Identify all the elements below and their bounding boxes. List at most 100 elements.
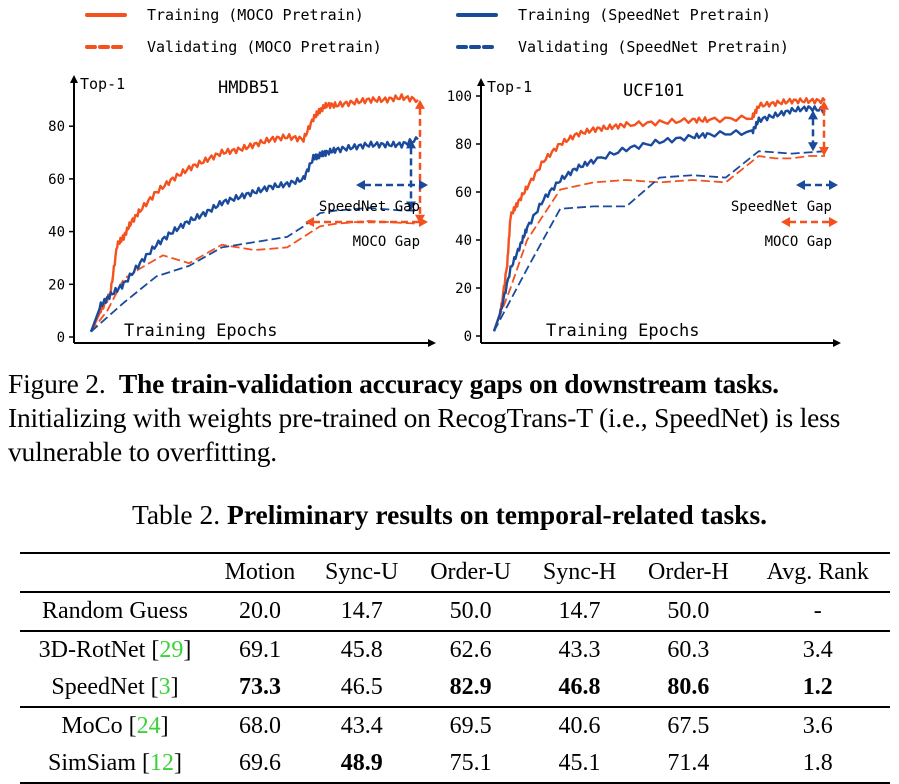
y-tick-label: 0	[464, 329, 472, 345]
y-tick-label: 20	[48, 277, 65, 293]
table-cell: 43.4	[340, 713, 383, 739]
table-cell: 60.3	[667, 637, 710, 663]
table-cell: 48.9	[340, 750, 383, 776]
legend-label: Training (MOCO Pretrain)	[147, 6, 364, 24]
legend-label: Validating (SpeedNet Pretrain)	[518, 38, 789, 56]
results-table: Motion Sync-U Order-U Sync-H Order-H Avg…	[20, 552, 890, 784]
table-cell: 14.7	[558, 598, 601, 624]
table-cell: 73.3	[238, 674, 281, 700]
arrow-head-up-icon	[808, 110, 818, 120]
table-cell: 50.0	[667, 598, 710, 624]
series-line-training-moco-pretrain	[492, 96, 826, 332]
legend-label: Training (SpeedNet Pretrain)	[518, 6, 771, 24]
y-tick-label: 80	[455, 137, 472, 153]
y-tick-label: 40	[455, 233, 472, 249]
table-cell: 50.0	[449, 598, 492, 624]
table-cell: 69.1	[238, 637, 281, 663]
y-tick-label: 60	[48, 172, 65, 188]
table-cell: 43.3	[558, 637, 601, 663]
column-header-order-h: Order-H	[648, 559, 729, 585]
arrow-head-right-icon	[829, 217, 838, 227]
table-cell: 71.4	[667, 750, 710, 776]
x-axis-label: Training Epochs	[546, 321, 700, 341]
arrow-head-left-icon	[781, 217, 790, 227]
arrow-head-left-icon	[305, 217, 314, 227]
arrow-head-left-icon	[796, 180, 805, 190]
x-axis-arrow-icon	[428, 339, 436, 347]
series-line-training-speednet-pretrain	[89, 136, 419, 333]
method-name: MoCo [24]	[61, 713, 169, 739]
arrow-head-down-icon	[808, 142, 818, 152]
citation-link[interactable]: 12	[150, 750, 175, 776]
legend-item-validating-speednet: Validating (SpeedNet Pretrain)	[456, 38, 789, 56]
table-cell: 1.2	[802, 674, 833, 700]
legend-item-training-speednet: Training (SpeedNet Pretrain)	[456, 6, 771, 24]
method-label: Random Guess	[42, 598, 188, 624]
table-row: Random Guess 20.0 14.7 50.0 14.7 50.0 -	[20, 592, 890, 631]
table-cell: 69.6	[238, 750, 281, 776]
table-cell: 68.0	[238, 713, 281, 739]
table-cell: 14.7	[340, 598, 383, 624]
figure-caption-text: Initializing with weights pre-trained on…	[8, 402, 841, 467]
chart-title: UCF101	[623, 81, 684, 101]
citation-link[interactable]: 29	[159, 637, 184, 663]
table-cell: 46.5	[340, 674, 383, 700]
method-label: SpeedNet	[51, 674, 151, 700]
legend-swatch-solid-blue	[456, 13, 498, 17]
legend-label: Validating (MOCO Pretrain)	[147, 38, 382, 56]
y-axis-arrow-icon	[477, 78, 485, 86]
method-label: SimSiam	[47, 750, 143, 776]
series-line-validating-moco-pretrain	[90, 220, 419, 333]
table-cell: -	[813, 598, 822, 624]
citation-link[interactable]: 3	[158, 674, 171, 700]
y-tick-label: 0	[57, 330, 65, 346]
speednet-gap-label: SpeedNet Gap	[319, 199, 420, 215]
speednet-gap-label: SpeedNet Gap	[731, 199, 832, 215]
column-header	[20, 553, 210, 592]
column-header-sync-u: Sync-U	[325, 559, 399, 585]
figure-caption-bold: The train-validation accuracy gaps on do…	[118, 368, 779, 399]
table-cell: 20.0	[238, 598, 281, 624]
hmdb51-chart: 0 20 40 60 80 Top-1 HMDB51 Training Epochs Speed…	[48, 75, 436, 347]
method-name: SpeedNet [3]	[51, 674, 179, 700]
table-cell: 69.5	[449, 713, 492, 739]
series-line-validating-speednet-pretrain	[493, 150, 826, 332]
citation-link[interactable]: 24	[136, 713, 161, 739]
moco-gap-label: MOCO Gap	[353, 234, 420, 250]
legend-item-training-moco: Training (MOCO Pretrain)	[85, 6, 364, 24]
y-axis-arrow-icon	[70, 75, 78, 83]
x-axis-arrow-icon	[833, 339, 841, 347]
column-header-avg-rank: Avg. Rank	[766, 559, 869, 585]
method-name: SimSiam [12]	[47, 750, 183, 776]
legend-item-validating-moco: Validating (MOCO Pretrain)	[85, 38, 382, 56]
table-cell: 45.8	[340, 637, 383, 663]
y-tick-label: 40	[48, 225, 65, 241]
figure-label: Figure 2.	[8, 368, 106, 399]
arrow-head-left-icon	[356, 180, 365, 190]
series-line-training-moco-pretrain	[89, 93, 419, 333]
method-label: 3D-RotNet	[38, 637, 152, 663]
y-axis-label: Top-1	[487, 78, 532, 96]
table-row: SpeedNet [3] 73.3 46.5 82.9 46.8 80.6 1.2	[20, 669, 890, 707]
column-header-sync-h: Sync-H	[542, 559, 617, 585]
table-row: MoCo [24] 68.0 43.4 69.5 40.6 67.5 3.6	[20, 707, 890, 745]
legend-swatch-solid-orange	[85, 13, 127, 17]
chart-legend: Training (MOCO Pretrain) Validating (MOC…	[0, 0, 899, 68]
table-cell: 3.4	[802, 637, 833, 663]
table-cell: 75.1	[449, 750, 492, 776]
table-cell: 62.6	[449, 637, 492, 663]
table-cell: 67.5	[667, 713, 710, 739]
y-tick-label: 80	[48, 119, 65, 135]
table-caption-bold: Preliminary results on temporal-related …	[227, 499, 768, 530]
legend-swatch-dashed-orange	[85, 45, 127, 49]
arrow-head-right-icon	[419, 217, 428, 227]
table-cell: 3.6	[802, 713, 833, 739]
arrow-head-up-icon	[819, 100, 829, 110]
table-cell: 40.6	[558, 713, 601, 739]
table-header-row: Motion Sync-U Order-U Sync-H Order-H Avg…	[20, 553, 890, 592]
method-name: Random Guess	[20, 592, 210, 631]
y-tick-label: 100	[447, 89, 472, 105]
table-cell: 80.6	[667, 674, 710, 700]
arrow-head-down-icon	[406, 201, 416, 211]
table-cell: 46.8	[558, 674, 601, 700]
